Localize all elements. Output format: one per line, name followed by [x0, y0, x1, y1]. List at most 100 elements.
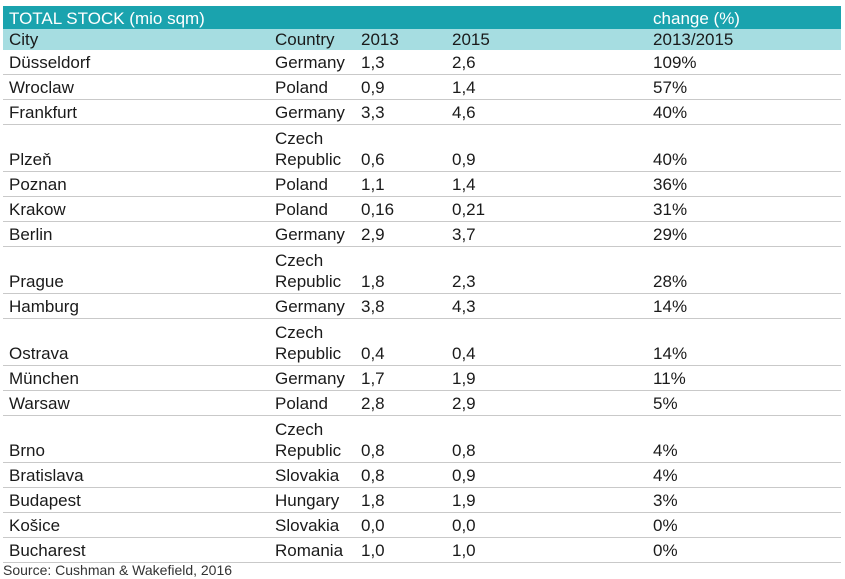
- value-2013-cell: 2,9: [355, 221, 446, 247]
- value-2015-cell: 0,0: [446, 512, 648, 538]
- change-cell: 31%: [647, 196, 842, 222]
- country-cell: Czech Republic: [269, 246, 355, 294]
- country-cell: Germany: [269, 99, 355, 125]
- value-2013-cell: 1,0: [355, 537, 446, 563]
- country-cell: Poland: [269, 171, 355, 197]
- change-cell: 11%: [647, 365, 842, 391]
- city-cell: Hamburg: [3, 293, 269, 319]
- table-row: Bratislava Slovakia 0,8 0,9 4%: [3, 462, 842, 488]
- change-cell: 36%: [647, 171, 842, 197]
- country-cell: Czech Republic: [269, 415, 355, 463]
- city-cell: Prague: [3, 246, 269, 294]
- change-cell: 29%: [647, 221, 842, 247]
- value-2015-cell: 3,7: [446, 221, 648, 247]
- change-cell: 57%: [647, 74, 842, 100]
- city-cell: Poznan: [3, 171, 269, 197]
- value-2013-cell: 0,16: [355, 196, 446, 222]
- table-row: Plzeň Czech Republic 0,6 0,9 40%: [3, 124, 842, 172]
- table-title-row: TOTAL STOCK (mio sqm) change (%): [3, 6, 842, 29]
- value-2013-cell: 0,9: [355, 74, 446, 100]
- table-row: Frankfurt Germany 3,3 4,6 40%: [3, 99, 842, 125]
- city-cell: Košice: [3, 512, 269, 538]
- change-cell: 40%: [647, 99, 842, 125]
- country-cell: Slovakia: [269, 512, 355, 538]
- table-row: Prague Czech Republic 1,8 2,3 28%: [3, 246, 842, 294]
- value-2013-cell: 1,1: [355, 171, 446, 197]
- value-2015-cell: 0,8: [446, 415, 648, 463]
- city-cell: Bratislava: [3, 462, 269, 488]
- value-2015-cell: 1,9: [446, 365, 648, 391]
- table-row: Berlin Germany 2,9 3,7 29%: [3, 221, 842, 247]
- country-cell: Poland: [269, 390, 355, 416]
- value-2015-cell: 1,0: [446, 537, 648, 563]
- table-row: Krakow Poland 0,16 0,21 31%: [3, 196, 842, 222]
- value-2013-cell: 2,8: [355, 390, 446, 416]
- column-header-2013: 2013: [355, 29, 446, 50]
- city-cell: Plzeň: [3, 124, 269, 172]
- source-note: Source: Cushman & Wakefield, 2016: [3, 562, 233, 578]
- change-cell: 14%: [647, 293, 842, 319]
- city-cell: Berlin: [3, 221, 269, 247]
- city-cell: Wroclaw: [3, 74, 269, 100]
- value-2015-cell: 4,3: [446, 293, 648, 319]
- city-cell: Bucharest: [3, 537, 269, 563]
- value-2015-cell: 2,9: [446, 390, 648, 416]
- column-header-change: 2013/2015: [647, 29, 842, 50]
- country-cell: Poland: [269, 74, 355, 100]
- table-row: München Germany 1,7 1,9 11%: [3, 365, 842, 391]
- table-row: Budapest Hungary 1,8 1,9 3%: [3, 487, 842, 513]
- table-row: Wroclaw Poland 0,9 1,4 57%: [3, 74, 842, 100]
- table-row: Bucharest Romania 1,0 1,0 0%: [3, 537, 842, 563]
- value-2015-cell: 2,3: [446, 246, 648, 294]
- value-2015-cell: 1,4: [446, 171, 648, 197]
- column-header-row: City Country 2013 2015 2013/2015: [3, 29, 842, 50]
- country-cell: Romania: [269, 537, 355, 563]
- country-cell: Poland: [269, 196, 355, 222]
- table-row: Košice Slovakia 0,0 0,0 0%: [3, 512, 842, 538]
- value-2015-cell: 2,6: [446, 50, 648, 75]
- change-cell: 3%: [647, 487, 842, 513]
- value-2013-cell: 1,8: [355, 246, 446, 294]
- country-cell: Germany: [269, 365, 355, 391]
- city-cell: Ostrava: [3, 318, 269, 366]
- value-2015-cell: 0,4: [446, 318, 648, 366]
- city-cell: Budapest: [3, 487, 269, 513]
- country-cell: Germany: [269, 221, 355, 247]
- value-2013-cell: 0,8: [355, 462, 446, 488]
- country-cell: Slovakia: [269, 462, 355, 488]
- change-cell: 0%: [647, 512, 842, 538]
- table-row: Düsseldorf Germany 1,3 2,6 109%: [3, 50, 842, 75]
- value-2013-cell: 1,8: [355, 487, 446, 513]
- country-cell: Germany: [269, 293, 355, 319]
- change-cell: 40%: [647, 124, 842, 172]
- country-cell: Hungary: [269, 487, 355, 513]
- city-cell: Düsseldorf: [3, 50, 269, 75]
- table-row: Warsaw Poland 2,8 2,9 5%: [3, 390, 842, 416]
- column-header-country: Country: [269, 29, 355, 50]
- table-title: TOTAL STOCK (mio sqm): [3, 6, 648, 29]
- table-body: Düsseldorf Germany 1,3 2,6 109% Wroclaw Poland…: [3, 50, 842, 563]
- city-cell: München: [3, 365, 269, 391]
- value-2015-cell: 0,9: [446, 124, 648, 172]
- table-row: Poznan Poland 1,1 1,4 36%: [3, 171, 842, 197]
- change-cell: 109%: [647, 50, 842, 75]
- change-header: change (%): [647, 6, 842, 29]
- change-cell: 4%: [647, 415, 842, 463]
- value-2013-cell: 0,6: [355, 124, 446, 172]
- table-row: Ostrava Czech Republic 0,4 0,4 14%: [3, 318, 842, 366]
- country-cell: Germany: [269, 50, 355, 75]
- value-2015-cell: 1,9: [446, 487, 648, 513]
- change-cell: 4%: [647, 462, 842, 488]
- value-2015-cell: 0,21: [446, 196, 648, 222]
- value-2013-cell: 0,8: [355, 415, 446, 463]
- column-header-city: City: [3, 29, 269, 50]
- city-cell: Krakow: [3, 196, 269, 222]
- city-cell: Warsaw: [3, 390, 269, 416]
- value-2015-cell: 1,4: [446, 74, 648, 100]
- change-cell: 5%: [647, 390, 842, 416]
- stock-table: TOTAL STOCK (mio sqm) change (%) City Co…: [3, 6, 842, 563]
- table-row: Hamburg Germany 3,8 4,3 14%: [3, 293, 842, 319]
- value-2015-cell: 0,9: [446, 462, 648, 488]
- value-2015-cell: 4,6: [446, 99, 648, 125]
- change-cell: 28%: [647, 246, 842, 294]
